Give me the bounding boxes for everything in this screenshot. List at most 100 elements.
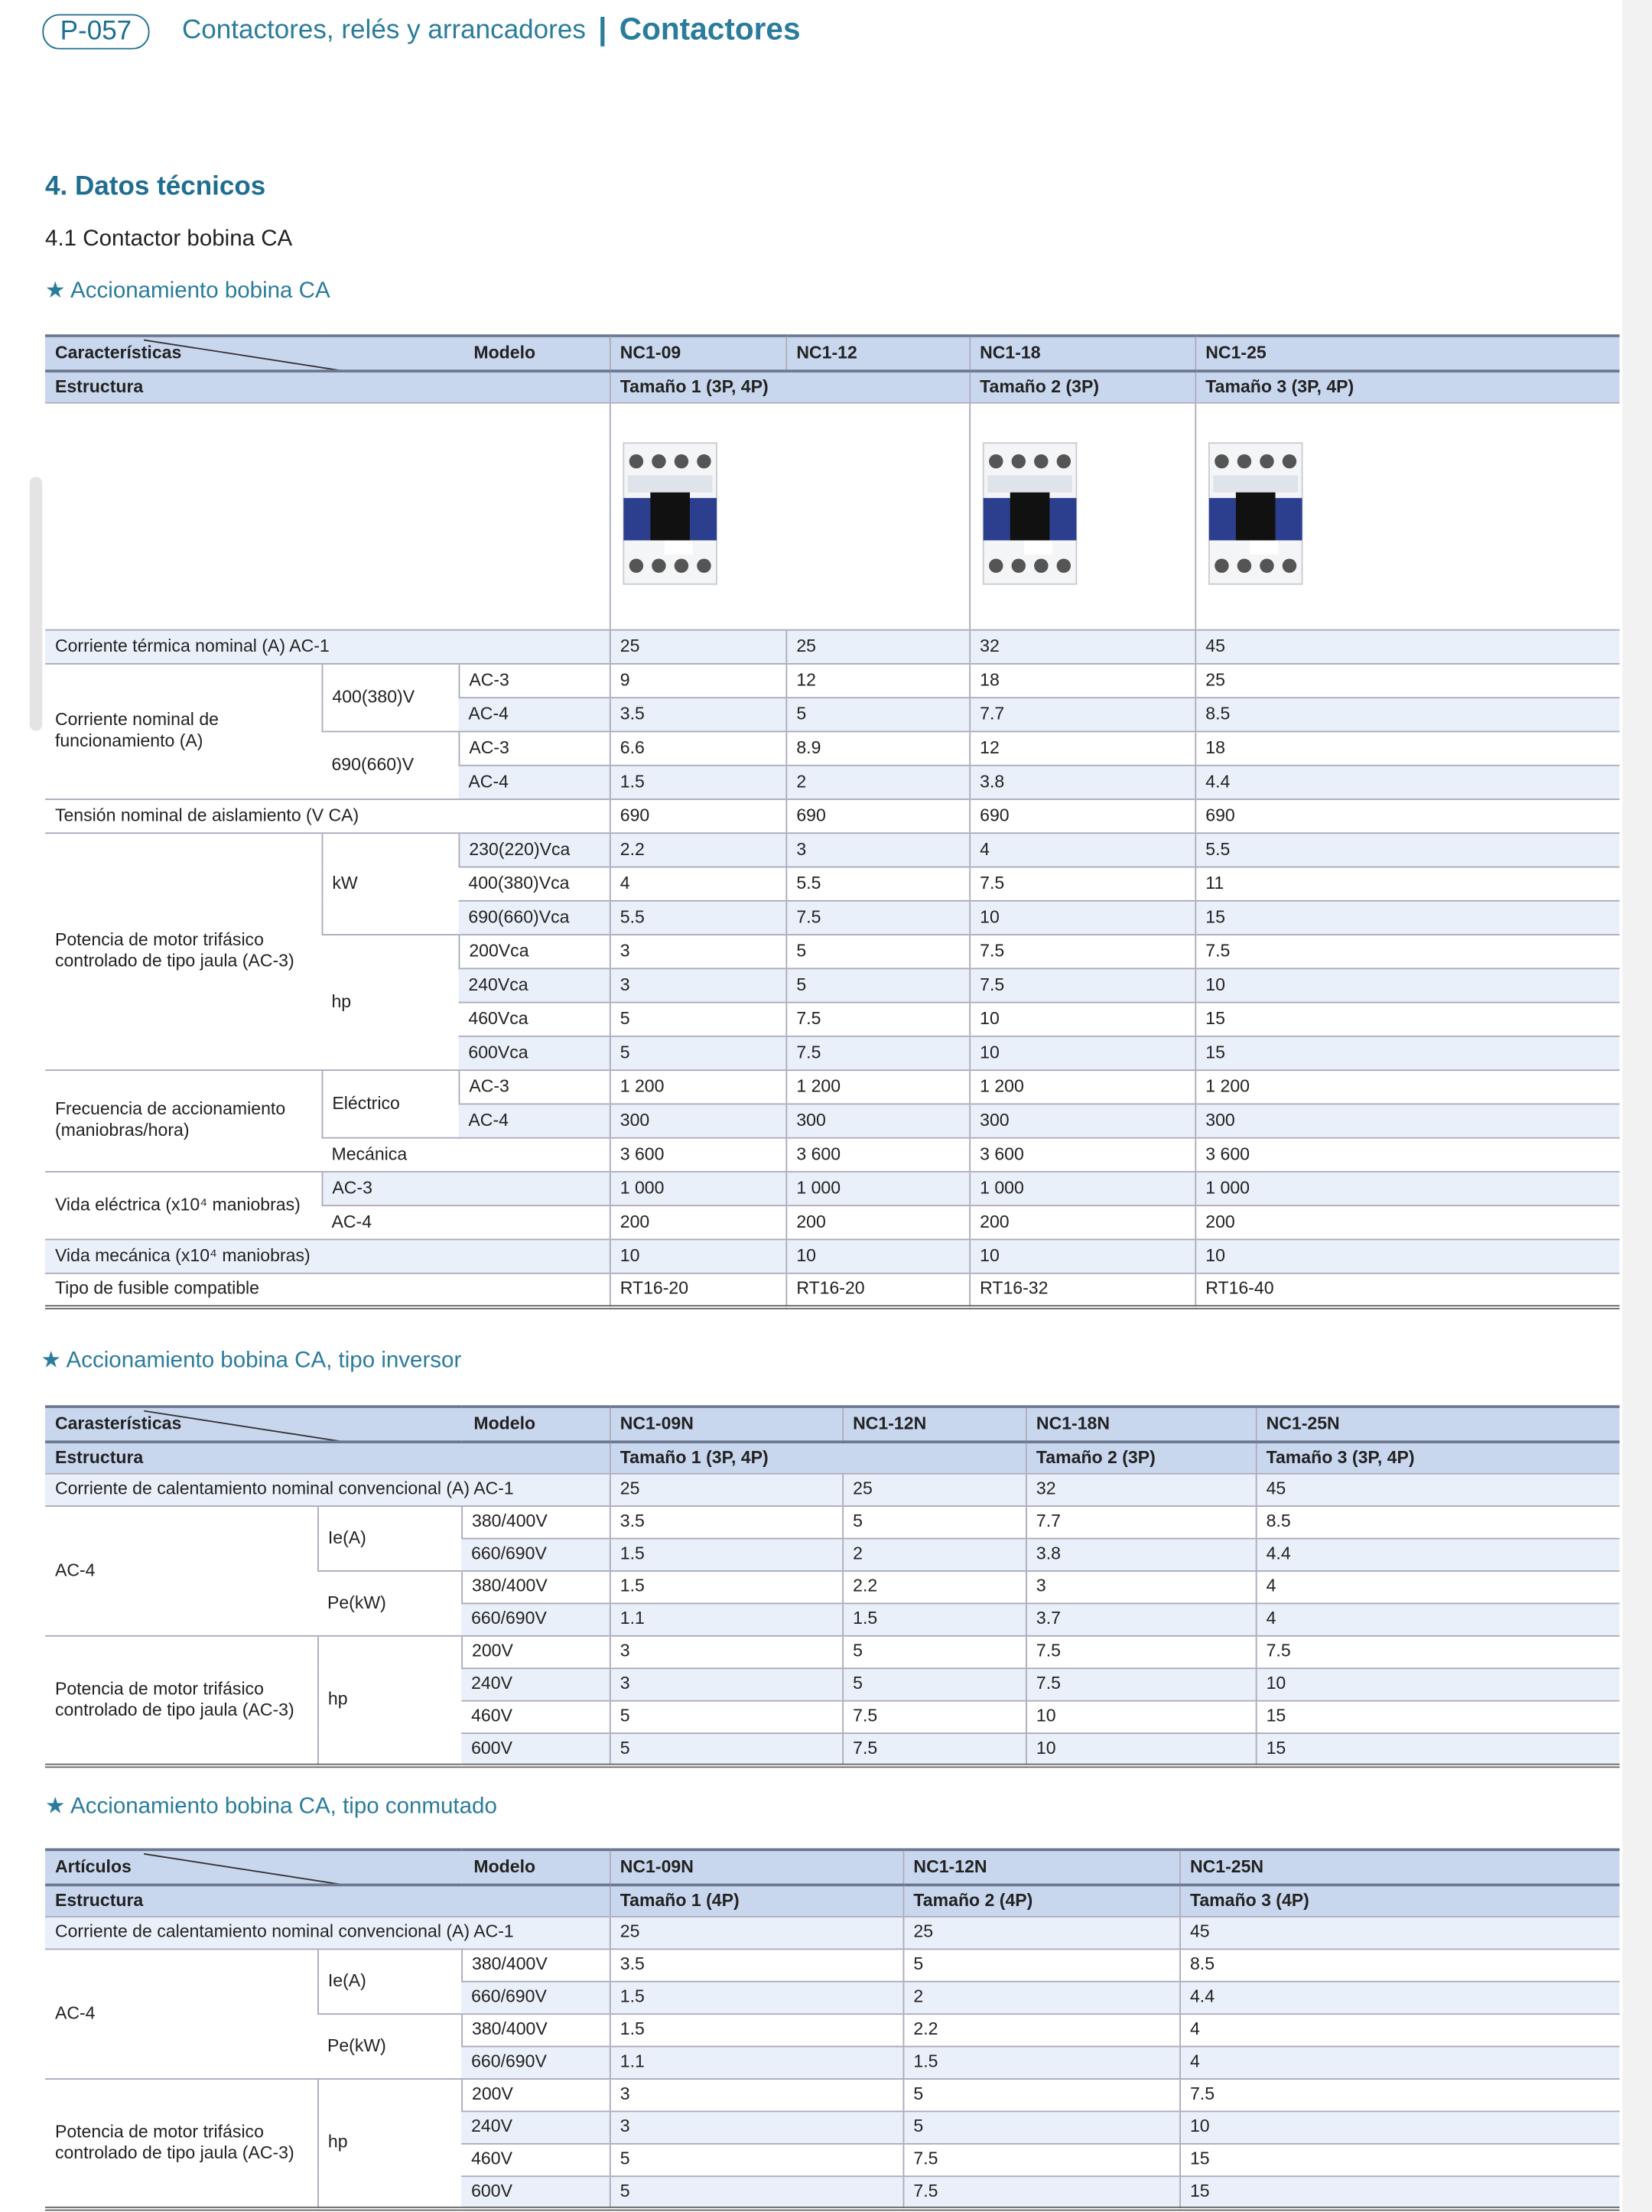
value-cell: 15 (1179, 2142, 1620, 2176)
subsection: Contactores (619, 11, 801, 47)
image-window (1235, 491, 1275, 540)
structure-label: Estructura (45, 1883, 610, 1916)
corner-left: Artículos (54, 1856, 132, 1877)
value-cell: 7.5 (841, 1732, 1026, 1765)
structure-label: Estructura (45, 1440, 610, 1473)
image-window (1009, 491, 1049, 540)
image-screw (1259, 558, 1273, 572)
value-cell: 10 (1025, 1699, 1256, 1733)
value-cell: 3 600 (1194, 1136, 1620, 1172)
value-cell: 7.5 (1254, 1634, 1620, 1668)
value-cell: 10 (1025, 1732, 1256, 1765)
row-label: 600V (461, 2175, 610, 2208)
structure-size: Tamaño 1 (3P, 4P) (609, 369, 970, 402)
value-cell: 10 (1194, 967, 1620, 1002)
product-image (981, 441, 1077, 584)
value-cell: 1.5 (902, 2044, 1180, 2079)
value-cell: 12 (968, 730, 1195, 765)
value-cell: 15 (1194, 899, 1620, 935)
row-label: AC-4 (458, 763, 610, 799)
value-cell: 10 (968, 899, 1195, 935)
value-cell: 300 (609, 1102, 786, 1137)
value-cell: 2 (785, 763, 970, 799)
value-cell: 7.5 (785, 899, 970, 935)
image-cell (609, 401, 970, 629)
value-cell: 12 (785, 662, 970, 698)
row-label: 660/690V (461, 1537, 610, 1571)
row-label: Frecuencia de accionamiento (maniobras/h… (45, 1069, 322, 1172)
row-label: Pe(kW) (317, 1570, 462, 1635)
row-label: hp (317, 2077, 462, 2208)
separator: | (598, 11, 607, 47)
value-cell: 45 (1179, 1915, 1620, 1949)
image-screw (1055, 558, 1071, 572)
row-label: Mecánica (321, 1136, 610, 1172)
image-screw (651, 454, 665, 468)
structure-row: Estructura Tamaño 1 (3P, 4P) Tamaño 2 (3P)… (45, 1440, 1620, 1473)
value-cell: 7.5 (1179, 2077, 1620, 2111)
image-spacer (45, 401, 610, 629)
image-top (1212, 474, 1298, 492)
table-row: 240V 3 5 7.5 10 (45, 1667, 1620, 1700)
value-cell: 1.5 (609, 2012, 903, 2046)
value-cell: 15 (1254, 1732, 1620, 1765)
corner-right: Modelo (473, 1413, 536, 1434)
value-cell: 2.2 (902, 2012, 1180, 2046)
model-header: NC1-12N (902, 1848, 1180, 1885)
value-cell: 3 (609, 933, 786, 968)
row-label: AC-4 (458, 1102, 610, 1137)
table-row: 690(660)V AC-3 6.6 8.9 12 18 (45, 730, 1620, 799)
row-label: 380/400V (460, 1504, 610, 1538)
diagonal-line (144, 1410, 345, 1443)
table-row: 600V 5 7.5 10 15 (45, 1732, 1620, 1765)
row-label: AC-3 (457, 1069, 610, 1104)
corner: Características Modelo (45, 339, 609, 372)
diagonal-line (144, 339, 345, 372)
value-cell: 8.5 (1194, 696, 1620, 731)
value-cell: 4 (968, 831, 1195, 867)
value-cell: 300 (1194, 1102, 1620, 1137)
image-screw (1010, 454, 1026, 468)
table-row: 660/690V 1.5 2 3.8 4.4 (45, 1537, 1620, 1571)
value-cell: 1 200 (1194, 1069, 1620, 1104)
image-top (987, 474, 1072, 492)
value-cell: 1.5 (609, 1979, 903, 2014)
header-row: Características Modelo NC1-09 NC1-12 NC1-18 N… (45, 334, 1620, 372)
value-cell: 45 (1194, 628, 1620, 663)
value-cell: 4 (1254, 1602, 1620, 1635)
image-label (663, 539, 692, 555)
value-cell: 25 (841, 1472, 1026, 1506)
value-cell: 15 (1194, 1035, 1620, 1070)
value-cell: 3.7 (1025, 1602, 1256, 1635)
table-row: 460V 5 7.5 10 15 (45, 1699, 1620, 1733)
value-cell: 10 (1179, 2110, 1620, 2143)
structure-row: Estructura Tamaño 1 (3P, 4P) Tamaño 2 (3P)… (45, 369, 1620, 402)
table-row: Potencia de motor trifásico controlado d… (45, 831, 1620, 1070)
row-label: 460V (461, 1699, 610, 1733)
value-cell: 690 (968, 798, 1195, 833)
value-cell: 10 (968, 1000, 1195, 1036)
table-row: 600Vca 5 7.5 10 15 (45, 1035, 1620, 1070)
structure-size: Tamaño 1 (4P) (609, 1883, 903, 1916)
value-cell: 4.4 (1194, 763, 1620, 799)
table-row: Corriente de calentamiento nominal conve… (45, 1472, 1620, 1506)
value-cell: 7.5 (841, 1699, 1026, 1733)
value-cell: 8.9 (785, 730, 970, 765)
value-cell: 11 (1194, 865, 1620, 900)
value-cell: 5.5 (785, 865, 970, 900)
value-cell: 3 (609, 2077, 903, 2111)
value-cell: 1.5 (841, 1602, 1026, 1635)
header-row: Artículos Modelo NC1-09N NC1-12N NC1-25N (45, 1848, 1620, 1885)
value-cell: 3 (609, 1667, 843, 1700)
value-cell: 32 (968, 628, 1195, 663)
value-cell: 10 (1194, 1238, 1620, 1273)
value-cell: 1.1 (609, 1602, 843, 1635)
image-screw (988, 558, 1003, 572)
value-cell: 5 (609, 1732, 843, 1765)
value-cell: RT16-20 (609, 1271, 786, 1307)
corner-diagonal (144, 1853, 345, 1885)
value-cell: 5 (609, 1000, 786, 1036)
row-label: 660/690V (461, 1602, 610, 1635)
value-cell: 25 (609, 1915, 903, 1949)
title: 4. Datos técnicos (45, 172, 266, 202)
